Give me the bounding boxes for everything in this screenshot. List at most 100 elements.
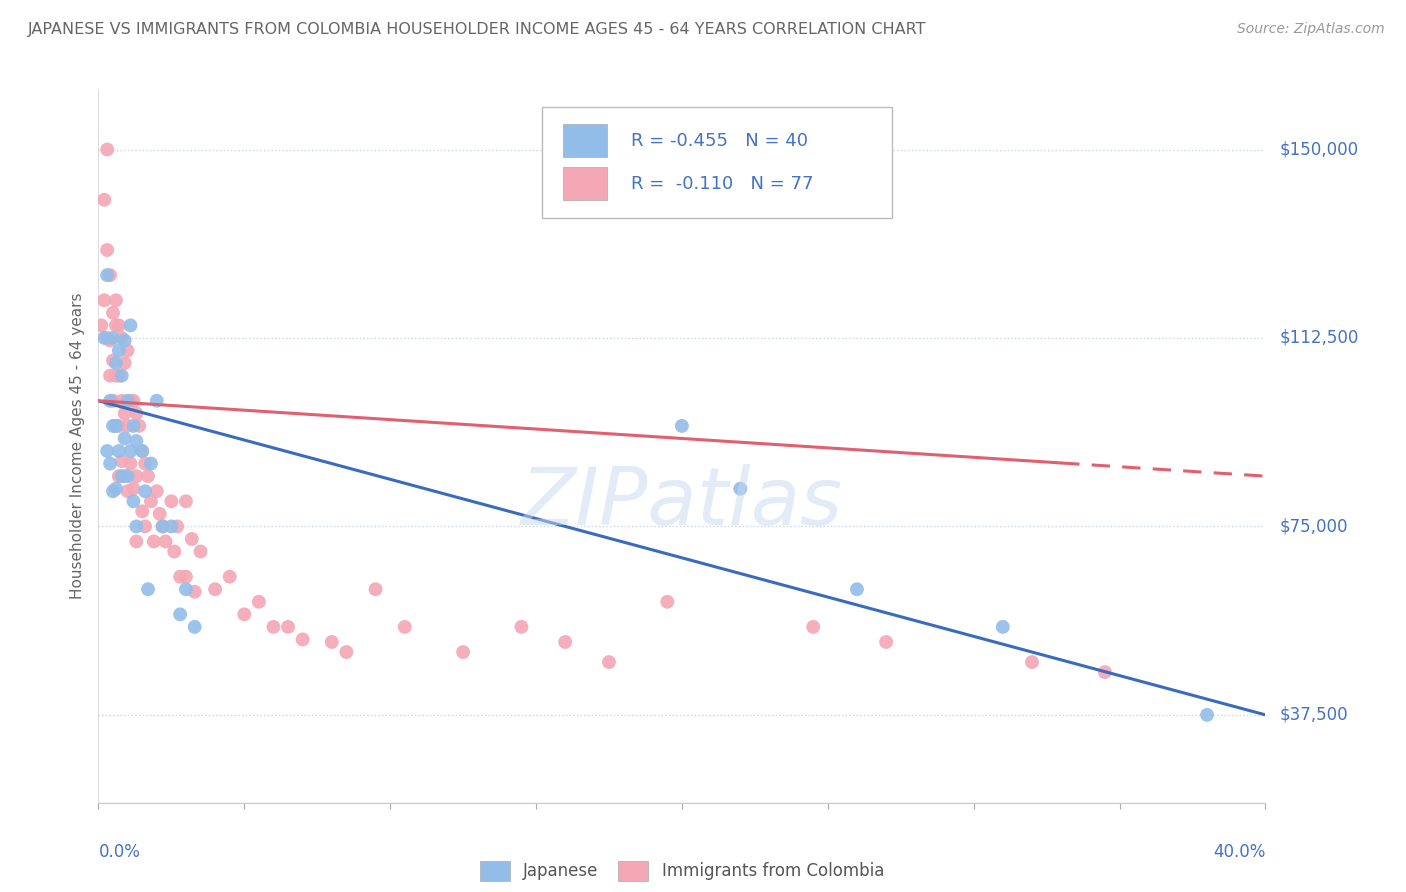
Point [149,507,172,521]
Point [93,331,115,345]
Point [451,645,474,659]
Point [117,393,139,408]
Point [598,655,620,669]
Point [104,418,127,433]
Point [163,544,186,558]
Point [117,469,139,483]
Point [394,620,416,634]
Point [277,620,299,634]
Point [93,293,115,308]
Point [146,484,169,499]
Point [117,343,139,358]
Point [262,620,284,634]
Point [125,534,148,549]
Point [146,393,169,408]
Point [364,582,387,597]
Text: JAPANESE VS IMMIGRANTS FROM COLOMBIA HOUSEHOLDER INCOME AGES 45 - 64 YEARS CORRE: JAPANESE VS IMMIGRANTS FROM COLOMBIA HOU… [28,22,927,37]
Point [131,444,153,458]
Point [152,519,174,533]
Point [174,582,197,597]
Point [104,318,127,333]
FancyBboxPatch shape [562,168,607,200]
Point [98,334,121,348]
Point [101,306,124,320]
Point [111,331,134,345]
Point [108,444,131,458]
Point [104,482,127,496]
Point [190,544,212,558]
Point [104,418,127,433]
Point [117,484,139,499]
Text: R = -0.455   N = 40: R = -0.455 N = 40 [630,132,807,150]
Point [218,569,240,583]
Point [174,569,197,583]
Point [136,469,159,483]
Point [98,393,121,408]
Point [120,457,142,471]
Point [96,243,118,257]
Point [111,454,134,468]
Point [554,635,576,649]
Point [117,418,139,433]
Point [128,418,150,433]
Point [108,343,131,358]
Point [114,432,136,446]
Point [155,534,177,549]
Point [657,595,679,609]
Point [122,418,145,433]
Point [131,504,153,518]
Point [169,569,191,583]
Point [125,469,148,483]
Point [180,532,202,546]
Text: Source: ZipAtlas.com: Source: ZipAtlas.com [1237,22,1385,37]
Point [98,368,121,383]
Point [111,368,134,383]
Point [204,582,226,597]
Point [96,444,118,458]
Point [991,620,1014,634]
Point [136,582,159,597]
Point [122,393,145,408]
Point [111,393,134,408]
Point [108,469,131,483]
Point [134,484,156,499]
Point [101,418,124,433]
Point [114,469,136,483]
Point [183,584,205,599]
Point [104,368,127,383]
Text: $150,000: $150,000 [1279,141,1360,159]
Point [96,268,118,282]
Point [108,368,131,383]
Point [120,393,142,408]
Point [90,318,112,333]
Point [101,393,124,408]
Y-axis label: Householder Income Ages 45 - 64 years: Householder Income Ages 45 - 64 years [70,293,86,599]
Text: 40.0%: 40.0% [1213,843,1265,861]
Point [247,595,270,609]
Point [101,331,124,345]
Point [142,534,165,549]
Point [122,494,145,508]
Point [111,469,134,483]
Point [104,293,127,308]
Point [104,356,127,370]
Point [183,620,205,634]
FancyBboxPatch shape [562,125,607,157]
Point [1195,707,1218,722]
Point [174,494,197,508]
Text: $37,500: $37,500 [1279,706,1348,723]
Point [801,620,824,634]
Point [134,457,156,471]
Point [166,519,188,533]
Point [321,635,343,649]
Point [139,494,162,508]
Point [114,356,136,370]
Point [96,143,118,157]
Point [98,268,121,282]
Text: $112,500: $112,500 [1279,329,1360,347]
Point [122,482,145,496]
FancyBboxPatch shape [541,107,891,218]
Point [101,484,124,499]
Point [96,331,118,345]
Point [169,607,191,622]
